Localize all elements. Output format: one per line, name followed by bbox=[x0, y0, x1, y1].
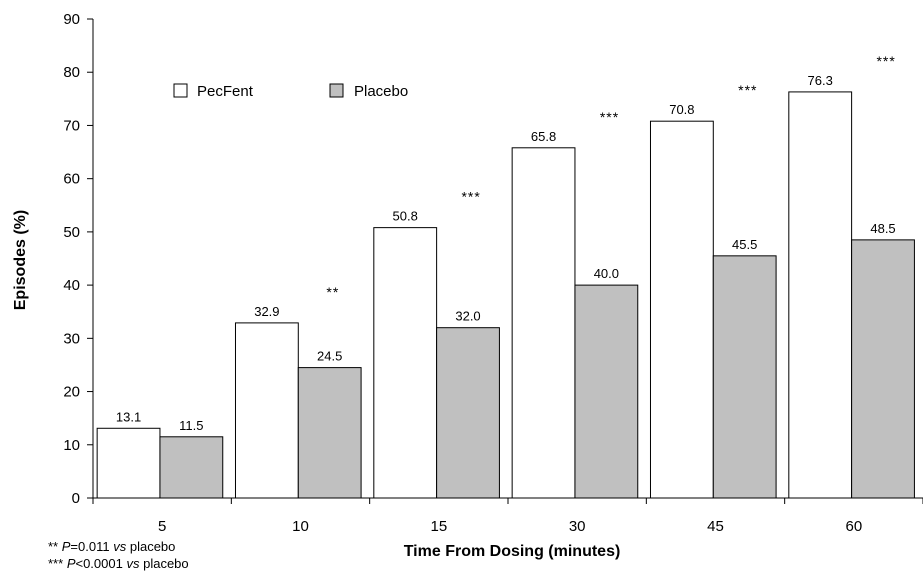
y-tick-label: 70 bbox=[63, 117, 80, 134]
x-tick-label: 15 bbox=[430, 518, 447, 535]
y-tick-label: 20 bbox=[63, 384, 80, 401]
y-tick-label: 0 bbox=[72, 490, 80, 507]
data-label-pecfent-30: 65.8 bbox=[531, 129, 556, 144]
footnote-2-vs: vs bbox=[126, 556, 140, 571]
bar-pecfent-15 bbox=[373, 227, 438, 499]
data-label-placebo-5: 11.5 bbox=[179, 418, 203, 433]
significance-marker-45: *** bbox=[738, 82, 757, 98]
bar-placebo-10 bbox=[297, 367, 362, 499]
footnote-1-stars: ** bbox=[48, 539, 59, 554]
data-label-placebo-15: 32.0 bbox=[455, 309, 480, 324]
x-tick-label: 60 bbox=[845, 518, 862, 535]
legend-label-pecfent: PecFent bbox=[197, 83, 254, 100]
y-tick-label: 40 bbox=[63, 277, 80, 294]
data-label-placebo-60: 48.5 bbox=[870, 221, 895, 236]
footnote-2-stars: *** bbox=[48, 556, 64, 571]
footnote-2-rest: placebo bbox=[143, 556, 189, 571]
x-tick-label: 30 bbox=[569, 518, 586, 535]
x-tick-label: 5 bbox=[158, 518, 166, 535]
legend-swatch-placebo bbox=[329, 83, 344, 98]
data-label-pecfent-15: 50.8 bbox=[393, 209, 418, 224]
bar-pecfent-60 bbox=[788, 91, 853, 499]
data-label-pecfent-45: 70.8 bbox=[669, 102, 694, 117]
bar-pecfent-30 bbox=[511, 147, 576, 499]
x-tick-label: 10 bbox=[292, 518, 309, 535]
x-tick-label: 45 bbox=[707, 518, 724, 535]
y-axis: 0 10 20 30 40 50 60 70 80 90 bbox=[63, 11, 94, 507]
footnote-1-rest: placebo bbox=[129, 539, 176, 554]
y-tick-label: 80 bbox=[63, 64, 80, 81]
y-axis-title: Episodes (%) bbox=[12, 210, 29, 310]
legend: PecFent Placebo bbox=[173, 83, 408, 100]
significance-marker-60: *** bbox=[876, 53, 895, 69]
footnote-2: *** P<0.0001 vs placebo bbox=[48, 556, 189, 572]
footnote-2-p: P bbox=[66, 556, 76, 571]
bars bbox=[96, 91, 915, 499]
legend-label-placebo: Placebo bbox=[354, 83, 408, 100]
y-tick-label: 30 bbox=[63, 330, 80, 347]
bar-placebo-5 bbox=[159, 436, 224, 499]
footnote-2-rel: <0.0001 bbox=[75, 556, 123, 571]
data-label-pecfent-5: 13.1 bbox=[116, 409, 141, 424]
y-tick-label: 60 bbox=[63, 171, 80, 188]
footnote-1-rel: =0.011 bbox=[70, 539, 110, 554]
data-label-pecfent-60: 76.3 bbox=[808, 73, 833, 88]
value-labels: 13.1 11.5 32.9 24.5 ** 50.8 32.0 *** 65.8 40.0 ***… bbox=[116, 53, 896, 433]
footnote-1-p: P bbox=[61, 539, 71, 554]
significance-marker-30: *** bbox=[600, 109, 619, 125]
bar-placebo-30 bbox=[574, 284, 639, 499]
y-tick-label: 90 bbox=[63, 11, 80, 28]
x-axis: 5 10 15 30 45 60 bbox=[92, 497, 923, 535]
data-label-placebo-30: 40.0 bbox=[594, 266, 619, 281]
bar-placebo-15 bbox=[436, 327, 500, 499]
footnote-1: ** P=0.011 vs placebo bbox=[48, 539, 175, 555]
legend-swatch-pecfent bbox=[173, 83, 188, 98]
data-label-pecfent-10: 32.9 bbox=[254, 304, 279, 319]
bar-pecfent-5 bbox=[96, 427, 161, 499]
bar-pecfent-10 bbox=[234, 322, 299, 499]
data-label-placebo-45: 45.5 bbox=[732, 237, 757, 252]
data-label-placebo-10: 24.5 bbox=[317, 349, 342, 364]
x-axis-title: Time From Dosing (minutes) bbox=[404, 543, 621, 560]
bar-pecfent-45 bbox=[649, 120, 714, 499]
bar-placebo-60 bbox=[851, 239, 915, 499]
footnote-1-vs: vs bbox=[113, 539, 127, 554]
y-tick-label: 50 bbox=[63, 224, 80, 241]
y-tick-label: 10 bbox=[63, 437, 80, 454]
significance-marker-10: ** bbox=[326, 284, 339, 300]
significance-marker-15: *** bbox=[461, 189, 480, 205]
bar-placebo-45 bbox=[712, 255, 777, 499]
